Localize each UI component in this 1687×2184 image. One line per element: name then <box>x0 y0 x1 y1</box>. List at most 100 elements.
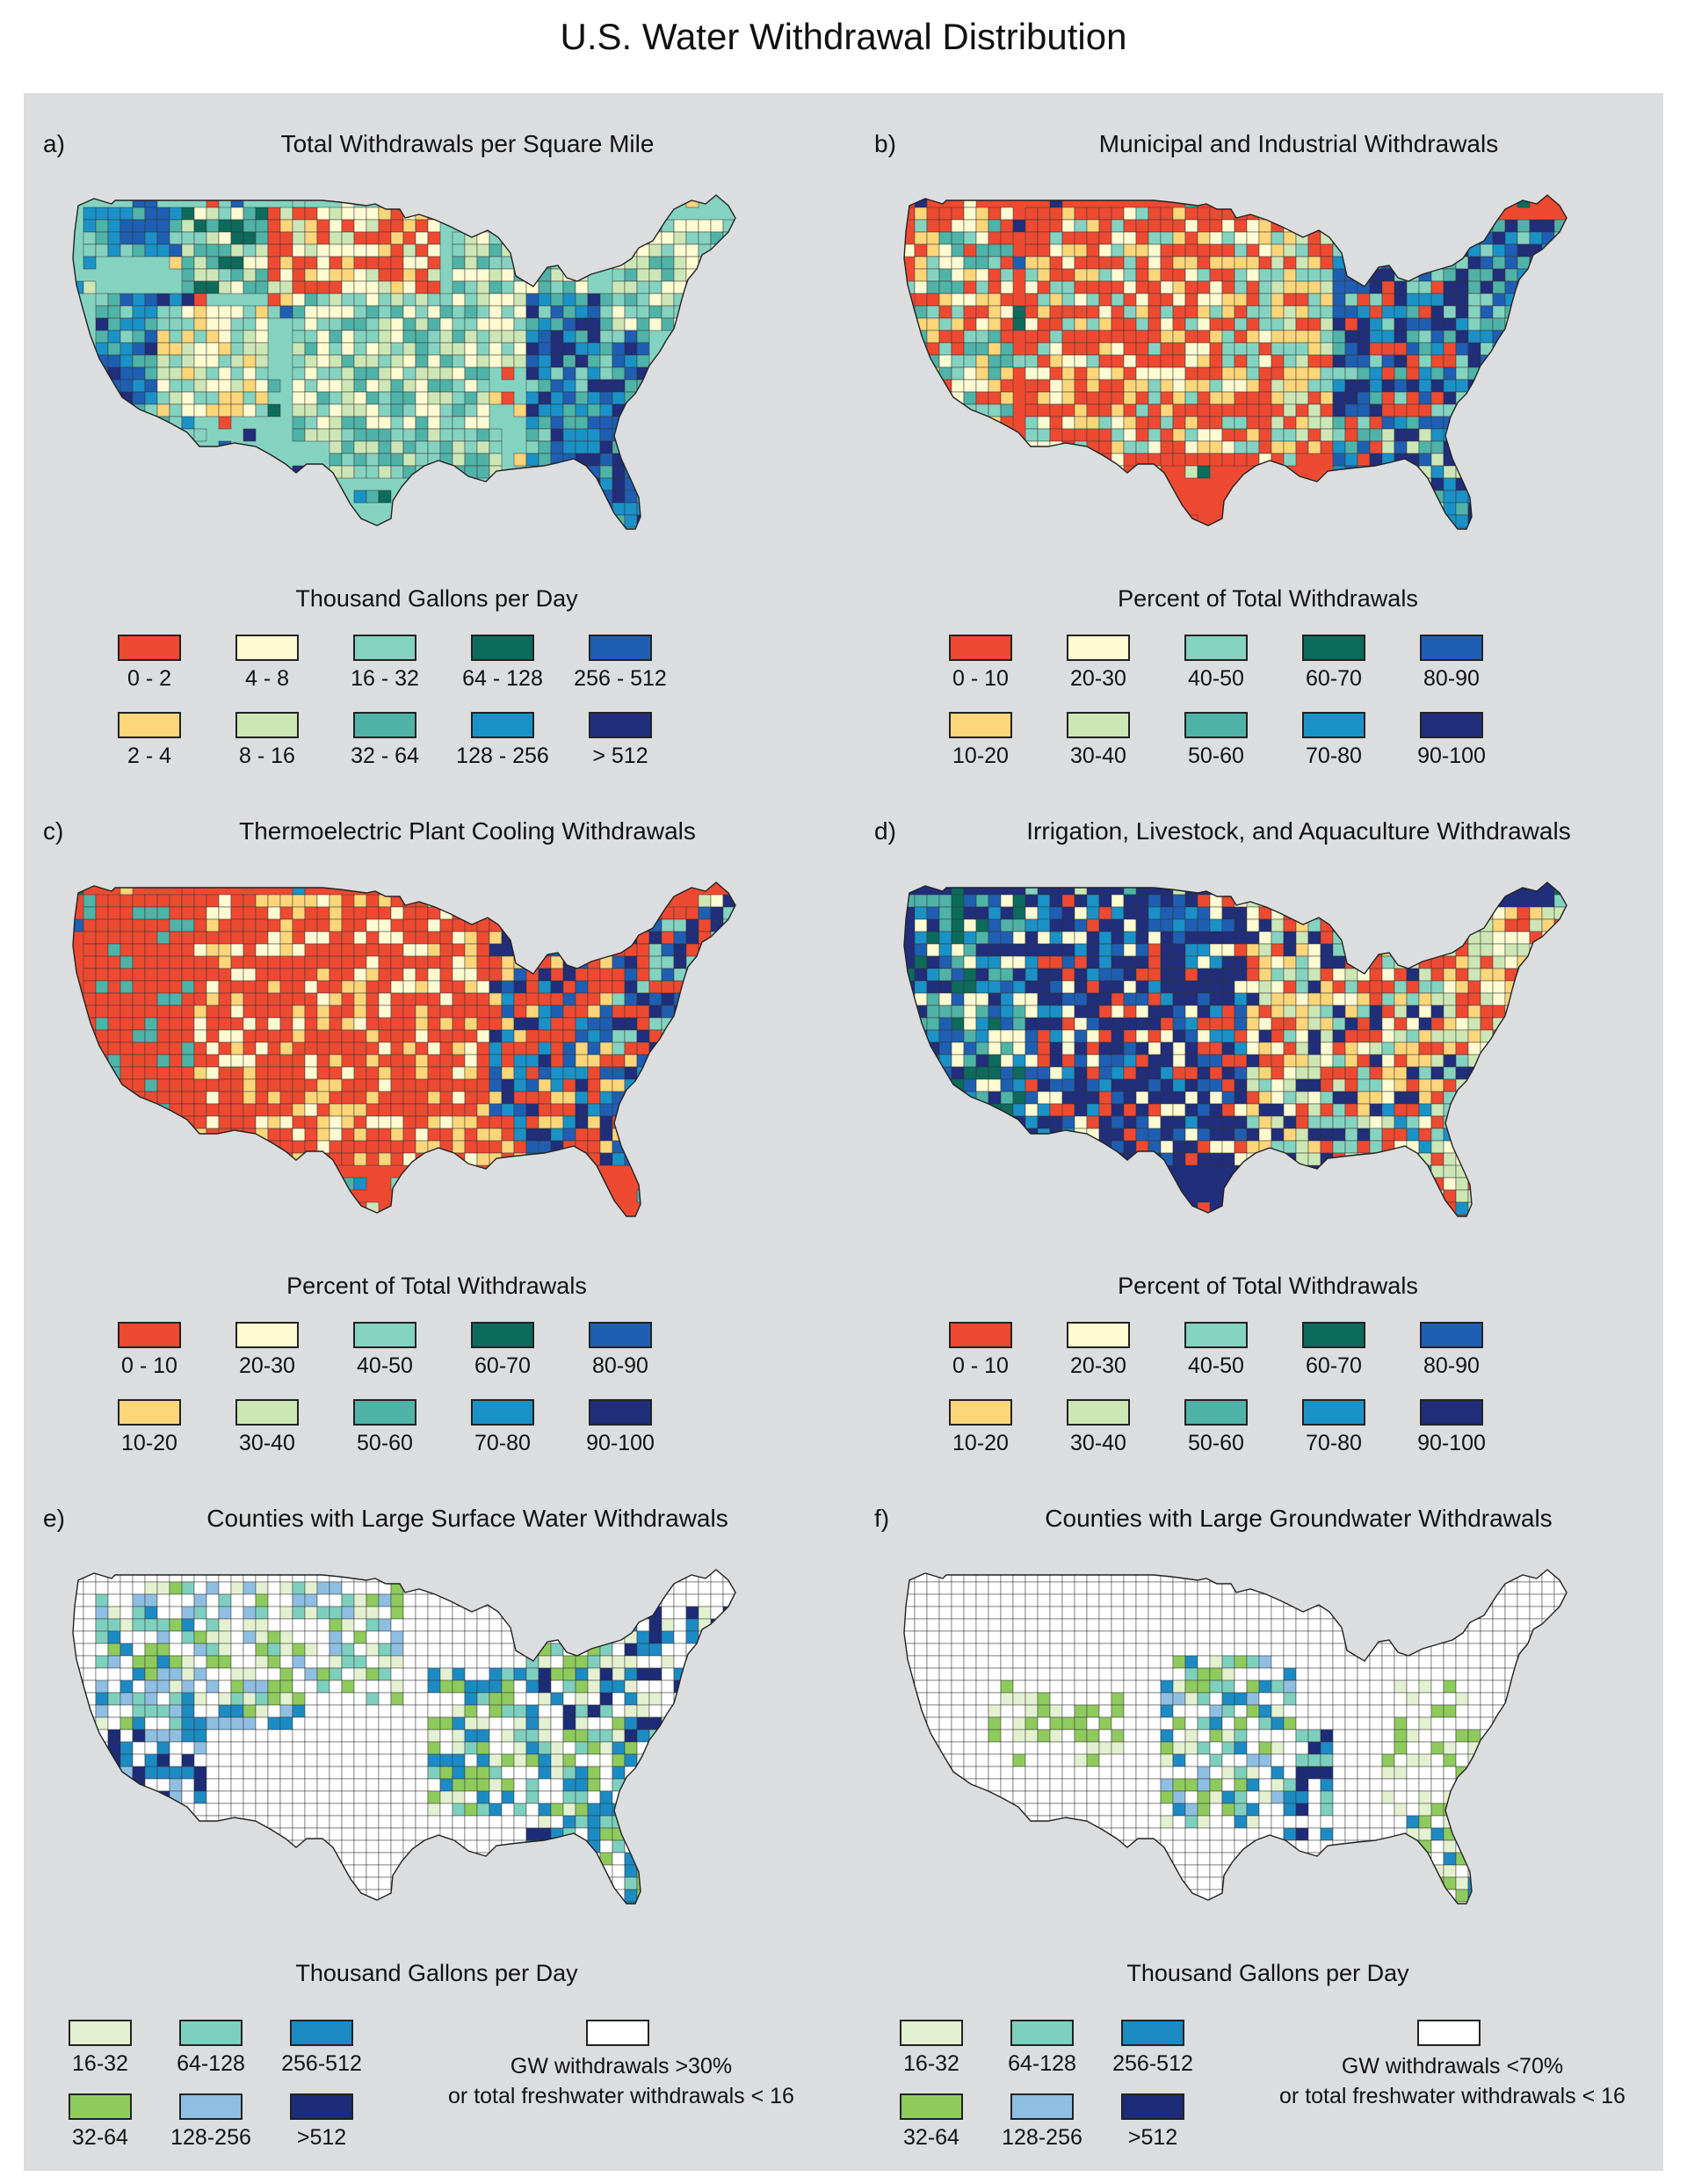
county-cell <box>501 1140 515 1154</box>
county-cell <box>169 1029 183 1043</box>
county-cell <box>1394 1177 1408 1191</box>
county-cell <box>119 992 134 1006</box>
county-cell <box>1369 330 1383 344</box>
county-cell <box>1025 1017 1039 1031</box>
county-cell <box>587 428 601 442</box>
county-cell <box>636 1581 650 1595</box>
county-cell <box>1184 354 1198 368</box>
county-cell <box>489 231 503 245</box>
county-cell <box>1160 1140 1174 1154</box>
county-cell <box>525 490 539 504</box>
county-cell <box>1332 1029 1346 1043</box>
county-cell <box>501 992 515 1006</box>
county-cell <box>402 1115 416 1129</box>
county-cell <box>230 1570 244 1583</box>
county-cell <box>1197 354 1211 368</box>
county-cell <box>1344 1078 1358 1092</box>
county-cell <box>279 219 293 233</box>
county-cell <box>390 1029 404 1043</box>
county-cell <box>1517 1177 1531 1191</box>
county-cell <box>1430 502 1444 516</box>
county-cell <box>193 1606 207 1620</box>
county-cell <box>230 330 244 344</box>
county-cell <box>951 1189 965 1203</box>
county-cell <box>402 1630 416 1644</box>
county-cell <box>1553 268 1567 282</box>
county-cell <box>562 1017 576 1031</box>
county-cell <box>1184 317 1198 331</box>
county-cell <box>316 366 330 381</box>
county-cell <box>988 317 1002 331</box>
county-cell <box>1061 918 1075 932</box>
county-cell <box>107 1103 121 1117</box>
county-cell <box>951 465 965 479</box>
county-cell <box>464 894 478 908</box>
county-cell <box>1025 330 1039 344</box>
county-cell <box>476 354 490 368</box>
county-cell <box>1258 1066 1272 1080</box>
county-cell <box>1320 354 1334 368</box>
county-cell <box>1135 243 1149 258</box>
county-cell <box>1517 280 1531 294</box>
county-cell <box>1369 379 1383 393</box>
county-cell <box>1012 1017 1026 1031</box>
county-cell <box>476 1115 490 1129</box>
county-cell <box>83 1078 97 1092</box>
county-cell <box>1197 428 1211 442</box>
county-cell <box>489 1103 503 1117</box>
county-cell <box>710 894 724 908</box>
county-cell <box>525 317 539 331</box>
county-cell <box>1049 1017 1063 1031</box>
legend-swatch <box>1302 1399 1365 1426</box>
county-cell <box>83 906 97 920</box>
county-cell <box>1406 428 1420 442</box>
county-cell <box>169 968 183 982</box>
county-cell <box>1344 379 1358 393</box>
county-cell <box>1074 992 1088 1006</box>
county-cell <box>1566 968 1567 982</box>
county-cell <box>636 1017 650 1031</box>
county-cell <box>661 955 675 969</box>
county-cell <box>144 1054 158 1068</box>
county-cell <box>1467 403 1481 417</box>
county-cell <box>107 391 121 405</box>
county-cell <box>1541 243 1555 258</box>
county-cell <box>206 1128 220 1142</box>
county-cell <box>1332 502 1346 516</box>
county-cell <box>329 943 343 957</box>
county-cell <box>1197 980 1211 994</box>
county-cell <box>1480 968 1494 982</box>
county-cell <box>1406 317 1420 331</box>
county-cell <box>599 882 613 896</box>
county-cell <box>402 980 416 994</box>
county-cell <box>1541 231 1555 245</box>
county-cell <box>489 342 503 356</box>
county-cell <box>1467 1066 1481 1080</box>
county-cell <box>975 931 989 945</box>
county-cell <box>119 1593 134 1607</box>
county-cell <box>1000 293 1014 307</box>
county-cell <box>1160 1029 1174 1043</box>
county-cell <box>1098 330 1112 344</box>
county-cell <box>132 968 146 982</box>
county-cell <box>181 894 195 908</box>
county-cell <box>218 918 232 932</box>
county-cell <box>648 1630 662 1644</box>
county-cell <box>119 1606 134 1620</box>
county-cell <box>1443 330 1457 344</box>
county-cell <box>353 305 367 319</box>
county-cell <box>439 366 453 381</box>
county-cell <box>1332 894 1346 908</box>
county-cell <box>501 980 515 994</box>
county-cell <box>156 1017 170 1031</box>
legend-swatch <box>589 712 652 738</box>
county-cell <box>1418 931 1432 945</box>
county-cell <box>193 428 207 442</box>
county-cell <box>1025 428 1039 442</box>
county-cell <box>1025 416 1039 430</box>
county-cell <box>1037 894 1051 908</box>
county-cell <box>366 1152 380 1166</box>
county-cell <box>1037 330 1051 344</box>
county-cell <box>661 305 675 319</box>
county-cell <box>243 354 257 368</box>
